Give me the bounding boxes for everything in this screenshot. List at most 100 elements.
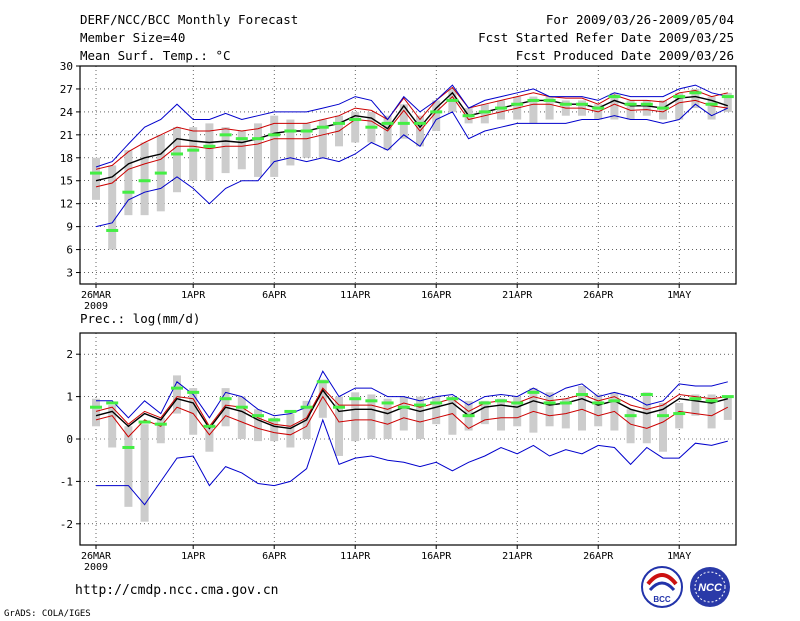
fcst-started-date: Fcst Started Refer Date 2009/03/25 bbox=[478, 30, 734, 45]
member-mark bbox=[624, 414, 637, 418]
series-line-lower-spread bbox=[95, 95, 728, 188]
member-mark bbox=[154, 422, 167, 426]
member-range-bar bbox=[92, 398, 100, 427]
member-range-bar bbox=[545, 392, 554, 427]
x-tick-label: 21APR bbox=[502, 551, 533, 562]
member-range-bar bbox=[723, 92, 732, 112]
member-mark bbox=[576, 392, 588, 396]
variable-label: Mean Surf. Temp.: °C bbox=[80, 48, 231, 63]
member-range-bar bbox=[399, 396, 408, 431]
member-range-bar bbox=[270, 115, 279, 177]
member-mark bbox=[381, 121, 394, 125]
member-range-bar bbox=[399, 104, 408, 139]
member-mark bbox=[187, 148, 200, 152]
member-mark bbox=[495, 399, 507, 403]
series-line-lower-spread bbox=[95, 395, 729, 438]
member-mark bbox=[235, 137, 248, 141]
member-mark bbox=[495, 106, 507, 110]
member-mark bbox=[90, 171, 102, 175]
member-mark bbox=[721, 95, 734, 99]
member-range-bar bbox=[545, 96, 554, 120]
member-range-bar bbox=[707, 96, 716, 120]
member-mark bbox=[235, 405, 248, 409]
member-range-bar bbox=[448, 396, 457, 435]
member-mark bbox=[673, 412, 686, 416]
member-range-bar bbox=[642, 100, 651, 116]
member-mark bbox=[300, 405, 313, 409]
member-mark bbox=[414, 121, 426, 125]
y-tick-label: 0 bbox=[66, 433, 73, 446]
y-tick-label: 3 bbox=[66, 267, 73, 280]
x-tick-label: 11APR bbox=[340, 551, 371, 562]
member-range-bar bbox=[432, 100, 441, 132]
member-mark bbox=[171, 386, 183, 390]
ncc-logo-text: NCC bbox=[698, 582, 723, 594]
member-mark bbox=[122, 445, 135, 449]
series-line-ensemble-mean bbox=[95, 388, 728, 430]
x-tick-label: 1MAY bbox=[667, 290, 691, 301]
member-mark bbox=[414, 403, 426, 407]
member-mark bbox=[381, 401, 394, 405]
member-mark bbox=[478, 401, 491, 405]
member-mark bbox=[543, 98, 556, 102]
member-mark bbox=[316, 380, 329, 384]
member-mark bbox=[349, 397, 362, 401]
bcc-logo: BCC bbox=[641, 566, 683, 608]
member-range-bar bbox=[432, 396, 441, 425]
forecast-period: For 2009/03/26-2009/05/04 bbox=[545, 12, 734, 27]
y-tick-label: 15 bbox=[60, 175, 73, 188]
member-range-bar bbox=[254, 123, 262, 177]
member-mark bbox=[527, 98, 540, 102]
member-mark bbox=[252, 137, 264, 141]
member-range-bar bbox=[497, 100, 505, 120]
member-mark bbox=[705, 102, 718, 106]
member-mark bbox=[592, 106, 605, 110]
member-range-bar bbox=[497, 398, 505, 431]
x-tick-label: 6APR bbox=[262, 551, 287, 562]
member-mark bbox=[300, 129, 313, 133]
member-range-bar bbox=[318, 379, 327, 418]
member-range-bar bbox=[659, 402, 667, 452]
bcc-logo-text: BCC bbox=[653, 595, 671, 604]
member-mark bbox=[397, 405, 410, 409]
y-tick-label: 24 bbox=[60, 106, 74, 119]
member-mark bbox=[576, 102, 588, 106]
x-tick-label: 1MAY bbox=[667, 551, 691, 562]
member-mark bbox=[592, 401, 605, 405]
series-line-member-max bbox=[95, 84, 728, 168]
member-range-bar bbox=[691, 88, 700, 109]
x-tick-label: 6APR bbox=[262, 290, 287, 301]
member-mark bbox=[511, 102, 524, 106]
member-range-bar bbox=[108, 405, 117, 448]
member-mark bbox=[543, 401, 556, 405]
member-range-bar bbox=[659, 100, 667, 120]
y-tick-label: 2 bbox=[66, 348, 73, 361]
y-tick-label: 30 bbox=[60, 60, 73, 73]
series-line-member-min bbox=[96, 418, 728, 506]
y-tick-label: 27 bbox=[60, 83, 73, 96]
member-mark bbox=[122, 190, 135, 194]
member-range-bar bbox=[189, 388, 198, 435]
member-mark bbox=[203, 144, 216, 148]
member-mark bbox=[608, 95, 621, 99]
member-mark bbox=[252, 414, 264, 418]
plot-frame bbox=[79, 65, 737, 285]
source-url[interactable]: http://cmdp.ncc.cma.gov.cn bbox=[75, 583, 279, 598]
member-range-bar bbox=[254, 409, 262, 442]
member-mark bbox=[284, 409, 297, 413]
series-line-member-min bbox=[95, 103, 729, 228]
member-mark bbox=[689, 91, 702, 95]
member-mark bbox=[138, 179, 151, 183]
member-range-bar bbox=[237, 396, 246, 439]
member-range-bar bbox=[124, 150, 133, 216]
y-tick-label: 6 bbox=[66, 244, 73, 257]
member-mark bbox=[365, 125, 378, 129]
member-range-bar bbox=[270, 417, 279, 442]
member-mark bbox=[527, 390, 540, 394]
member-range-bar bbox=[108, 165, 117, 250]
member-mark bbox=[219, 133, 232, 137]
member-range-bar bbox=[416, 396, 424, 439]
member-mark bbox=[106, 401, 119, 405]
x-tick-label: 11APR bbox=[340, 290, 371, 301]
